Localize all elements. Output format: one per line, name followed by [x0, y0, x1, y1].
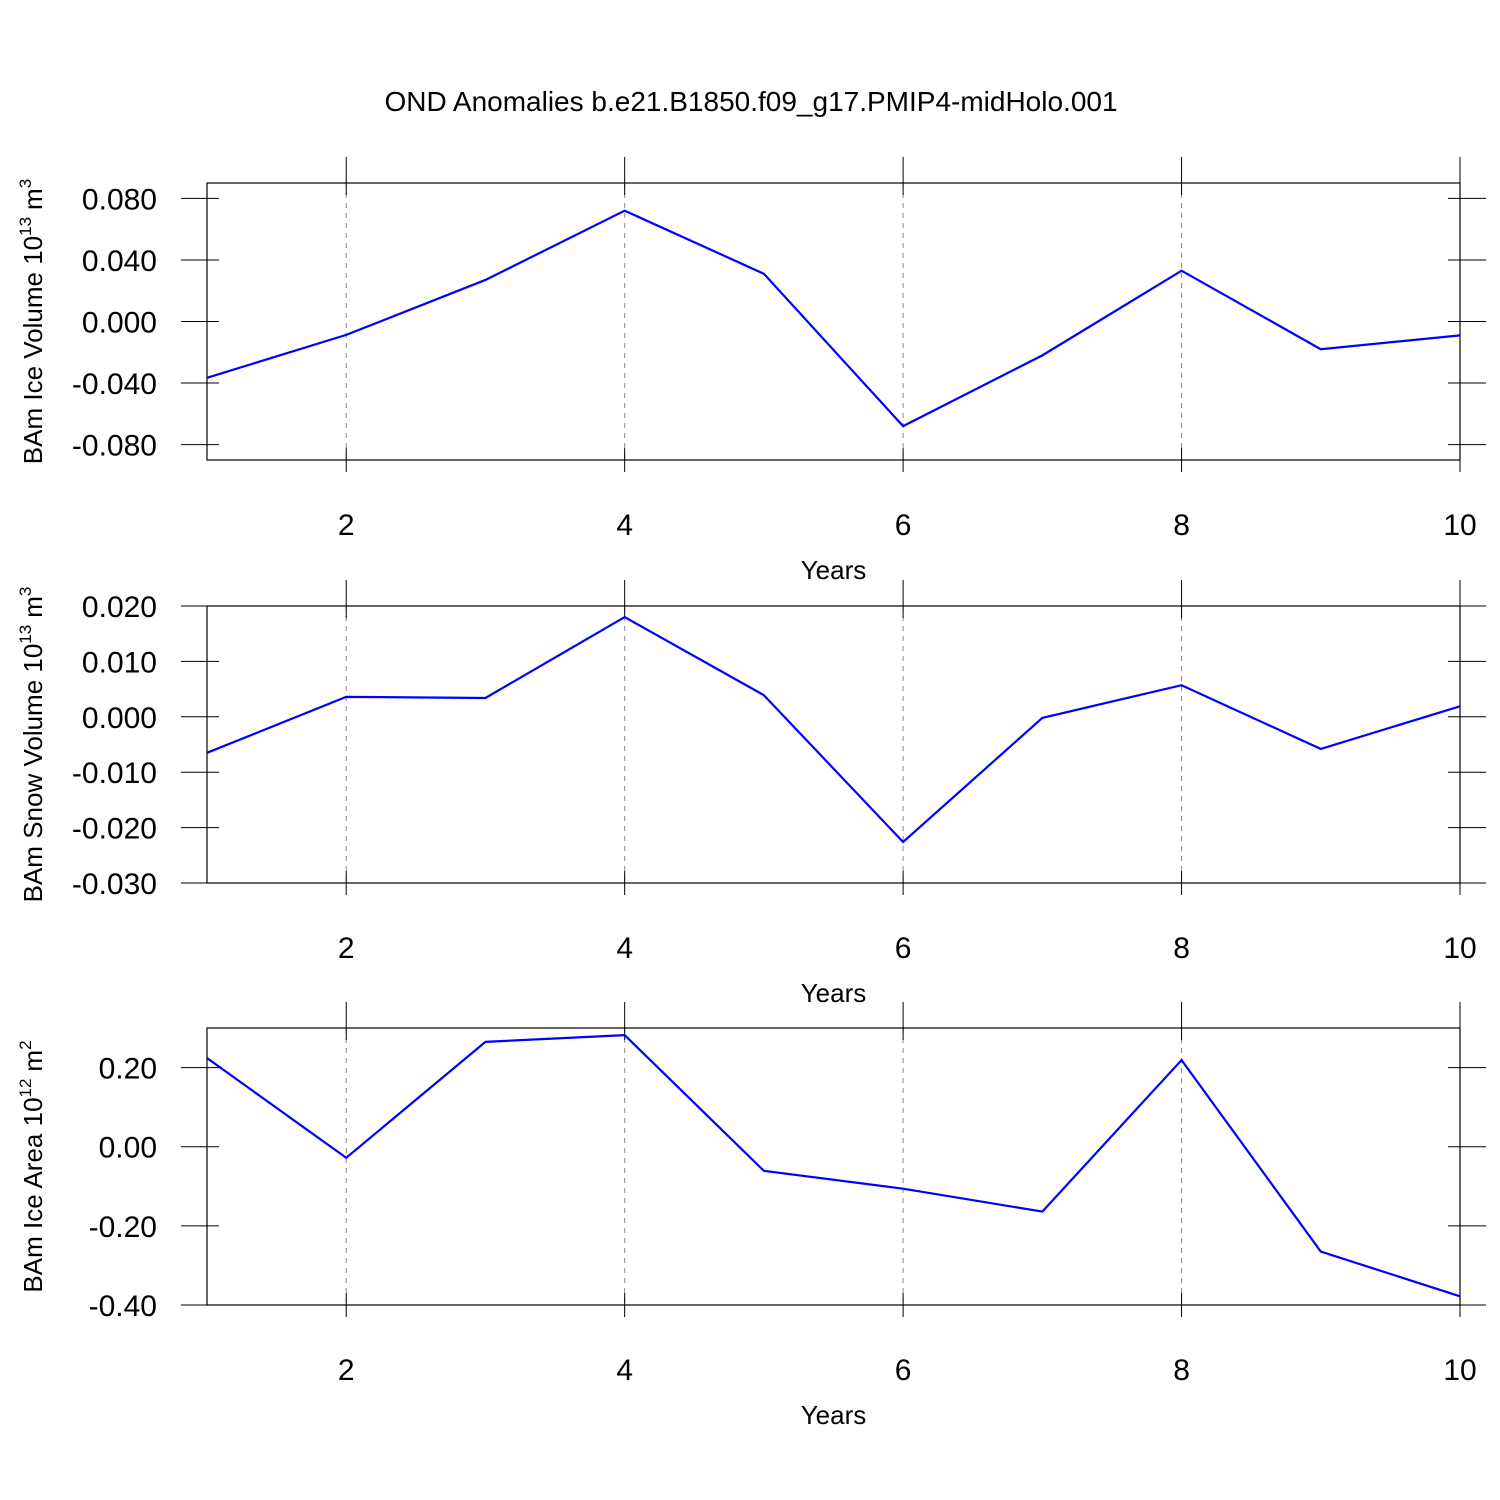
y-tick-label: -0.030 — [72, 868, 157, 901]
y-axis-label-exponent: 13 — [16, 217, 35, 236]
y-axis-label-exponent: 3 — [16, 179, 35, 188]
x-tick-label: 2 — [338, 932, 355, 965]
y-axis-label-part: m — [18, 596, 48, 618]
y-tick-label: 0.020 — [82, 591, 157, 624]
plot-frame — [206, 605, 1461, 884]
y-tick-label: 0.000 — [82, 307, 157, 340]
x-tick-label: 4 — [616, 509, 633, 542]
y-axis-label: BAm Ice Area 1012 m2 — [16, 1040, 48, 1292]
y-tick-label: 0.00 — [99, 1132, 157, 1165]
y-axis-label-part: BAm Snow Volume 10 — [18, 644, 48, 903]
y-tick-label: 0.010 — [82, 646, 157, 679]
y-axis-label-part: BAm Ice Area 10 — [18, 1097, 48, 1292]
plot-frame — [206, 182, 1461, 461]
x-tick-label: 10 — [1443, 1354, 1476, 1387]
y-tick-label: 0.080 — [82, 183, 157, 216]
x-tick-label: 8 — [1173, 932, 1190, 965]
y-tick-label: 0.000 — [82, 702, 157, 735]
y-tick-label: -0.020 — [72, 813, 157, 846]
y-tick-label: -0.20 — [89, 1211, 157, 1244]
x-axis-label: Years — [801, 978, 867, 1008]
x-axis-label: Years — [801, 1400, 867, 1430]
y-axis-label-part: BAm Ice Volume 10 — [18, 236, 48, 464]
y-axis-label-exponent: 13 — [16, 625, 35, 644]
x-tick-label: 2 — [338, 1354, 355, 1387]
y-tick-label: -0.040 — [72, 368, 157, 401]
y-axis-label-part: m — [18, 1050, 48, 1072]
figure-title: OND Anomalies b.e21.B1850.f09_g17.PMIP4-… — [384, 86, 1117, 117]
x-tick-label: 10 — [1443, 509, 1476, 542]
x-tick-label: 6 — [895, 509, 912, 542]
y-tick-label: -0.080 — [72, 430, 157, 463]
y-tick-label: -0.010 — [72, 757, 157, 790]
x-tick-label: 6 — [895, 932, 912, 965]
y-axis-label-part: m — [18, 188, 48, 210]
data-line — [206, 615, 1461, 844]
plot-frame — [206, 1027, 1461, 1306]
y-axis-label-exponent: 12 — [16, 1079, 35, 1098]
y-tick-label: -0.40 — [89, 1290, 157, 1323]
x-tick-label: 6 — [895, 1354, 912, 1387]
y-tick-label: 0.20 — [99, 1053, 157, 1086]
data-line — [206, 1034, 1461, 1298]
x-tick-label: 2 — [338, 509, 355, 542]
x-tick-label: 8 — [1173, 509, 1190, 542]
panel: 2 4 6 8 10 -0.030 -0.020 -0.010 0.000 0.010 0.020 Y… — [16, 580, 1486, 1008]
y-axis-label: BAm Snow Volume 1013 m3 — [16, 587, 48, 903]
y-axis-label-exponent: 3 — [16, 587, 35, 596]
x-tick-label: 4 — [616, 932, 633, 965]
x-tick-label: 10 — [1443, 932, 1476, 965]
x-tick-label: 8 — [1173, 1354, 1190, 1387]
panel: 2 4 6 8 10 -0.40 -0.20 0.00 0.20 Years BAm Ice Are… — [16, 1002, 1486, 1430]
y-axis-label-exponent: 2 — [16, 1040, 35, 1049]
panel: 2 4 6 8 10 -0.080 -0.040 0.000 0.040 0.080 Years BA… — [16, 157, 1486, 585]
y-axis-label: BAm Ice Volume 1013 m3 — [16, 179, 48, 464]
y-tick-label: 0.040 — [82, 245, 157, 278]
x-axis-label: Years — [801, 555, 867, 585]
x-tick-label: 4 — [616, 1354, 633, 1387]
data-line — [206, 209, 1461, 428]
